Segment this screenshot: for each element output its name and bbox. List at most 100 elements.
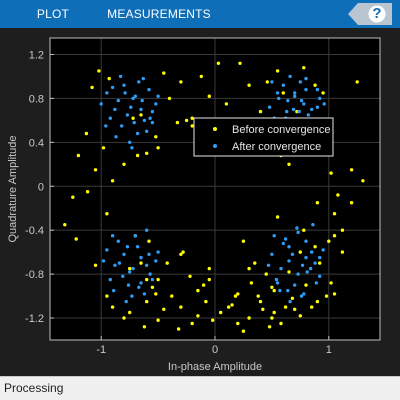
after-point	[105, 91, 109, 95]
before-point	[287, 162, 291, 166]
before-point	[105, 212, 109, 216]
before-point	[332, 212, 337, 216]
before-point	[275, 69, 280, 73]
before-point	[281, 91, 285, 95]
before-point	[261, 307, 265, 311]
before-point	[298, 314, 302, 318]
after-point	[150, 277, 155, 282]
before-point	[340, 250, 345, 254]
y-tick-label: 0	[38, 181, 44, 193]
after-point	[304, 87, 308, 92]
after-point	[118, 74, 123, 79]
before-point	[241, 239, 246, 243]
x-tick-label: 1	[326, 344, 332, 356]
before-point	[190, 116, 194, 120]
before-point	[201, 283, 206, 287]
before-point	[283, 305, 288, 309]
after-point	[285, 109, 289, 114]
after-point	[288, 299, 292, 304]
before-point	[310, 305, 314, 309]
before-point	[90, 85, 94, 90]
after-point	[145, 129, 149, 133]
x-tick-label: -1	[96, 344, 106, 356]
after-point	[275, 91, 280, 95]
after-point	[279, 266, 283, 271]
after-point	[286, 98, 290, 103]
legend-marker-before	[213, 127, 217, 131]
after-point	[310, 107, 314, 112]
after-point	[318, 96, 322, 101]
before-point	[145, 299, 149, 304]
before-point	[154, 135, 158, 139]
help-glyph-text: ?	[372, 5, 382, 22]
before-point	[204, 299, 208, 304]
after-point	[293, 283, 297, 287]
before-point	[238, 61, 242, 65]
before-point	[122, 316, 126, 320]
before-point	[207, 277, 211, 282]
before-point	[154, 292, 158, 296]
before-point	[349, 201, 354, 205]
legend-label-after: After convergence	[232, 141, 321, 153]
before-point	[329, 171, 333, 175]
after-point	[278, 288, 282, 293]
before-point	[270, 285, 274, 289]
after-point	[129, 105, 133, 109]
before-point	[302, 66, 306, 70]
status-bar: Processing	[0, 376, 400, 400]
after-point	[147, 252, 151, 256]
after-point	[277, 96, 281, 101]
after-point	[274, 277, 279, 282]
before-point	[211, 318, 215, 322]
after-point	[267, 105, 272, 109]
legend-box	[193, 117, 334, 157]
before-point	[264, 272, 268, 276]
before-point	[101, 146, 106, 150]
y-tick-label: 0.8	[29, 93, 44, 105]
help-button[interactable]: ?	[348, 3, 392, 25]
after-point	[135, 245, 140, 249]
before-point	[76, 153, 81, 158]
after-point	[318, 274, 322, 278]
before-point	[139, 113, 143, 117]
before-point	[84, 131, 89, 136]
after-point	[306, 113, 310, 117]
before-point	[156, 277, 160, 282]
after-point	[140, 98, 144, 103]
after-point	[113, 107, 117, 112]
x-tick-label: 0	[212, 344, 218, 356]
legend[interactable]: Before convergence After convergence	[193, 117, 334, 157]
after-point	[123, 91, 127, 95]
after-point	[133, 94, 137, 98]
before-point	[207, 266, 211, 271]
tab-measurements[interactable]: MEASUREMENTS	[107, 7, 211, 21]
after-point	[315, 87, 320, 92]
after-point	[128, 270, 132, 274]
before-point	[105, 294, 109, 298]
before-point	[145, 277, 149, 282]
after-point	[122, 252, 126, 256]
constellation-plot[interactable]: -1 0 1 -1.2 -0.8 -0.4 0 0.4 0.8 1.2 In-phase Ampl…	[0, 28, 400, 376]
after-point	[147, 87, 151, 92]
before-point	[318, 261, 322, 265]
before-point	[275, 215, 280, 219]
after-point	[150, 109, 155, 114]
after-point	[137, 80, 141, 84]
after-point	[322, 102, 326, 106]
after-point	[302, 102, 306, 106]
after-point	[114, 135, 118, 139]
before-point	[135, 153, 140, 158]
after-point	[116, 98, 121, 103]
after-point	[287, 259, 291, 263]
tab-plot[interactable]: PLOT	[36, 7, 70, 21]
before-point	[287, 270, 291, 274]
after-point	[139, 107, 143, 112]
after-point	[293, 91, 297, 95]
x-axis-label: In-phase Amplitude	[168, 361, 262, 373]
before-point	[302, 228, 306, 232]
before-point	[219, 310, 223, 315]
before-point	[267, 325, 272, 329]
before-point	[315, 299, 320, 304]
before-point	[349, 168, 354, 172]
after-point	[131, 96, 135, 101]
